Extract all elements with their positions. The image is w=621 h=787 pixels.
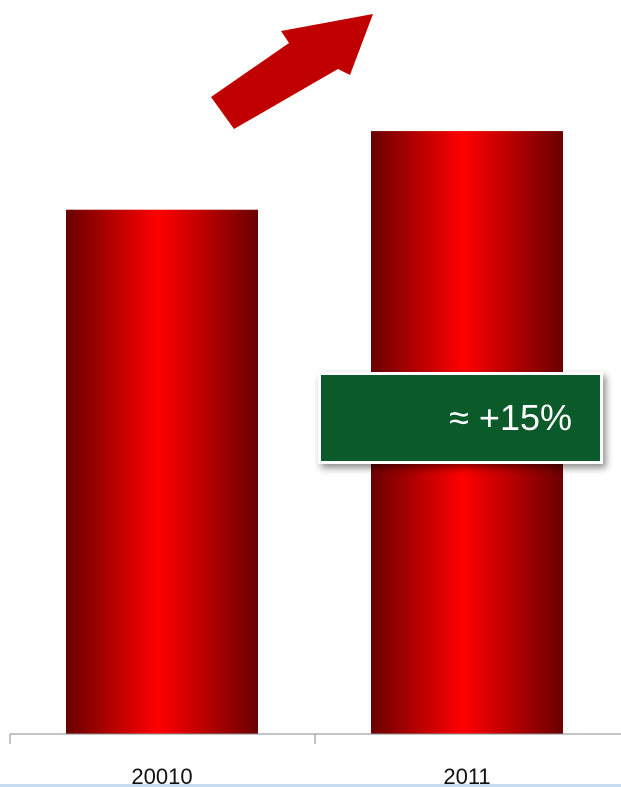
bar-20010 [66,209,258,734]
x-tick-label: 2011 [443,764,490,787]
up-right-arrow-icon [211,14,373,129]
tick-labels-group: 20010 2011 [131,764,490,787]
bottom-border-line [0,784,621,787]
percent-change-callout: ≈ +15% [318,372,603,464]
x-tick-label: 20010 [131,764,192,787]
percent-change-text: ≈ +15% [449,397,572,438]
